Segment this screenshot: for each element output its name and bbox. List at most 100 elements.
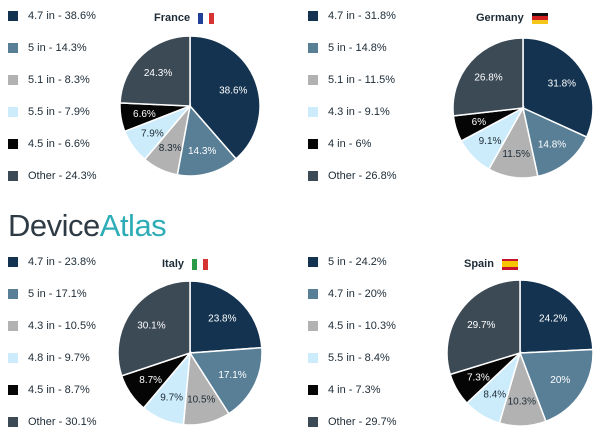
legend-swatch (8, 417, 18, 427)
pie-data-label: 7.9% (141, 128, 164, 139)
chart-title: Italy (162, 256, 208, 272)
legend-label: Other - 30.1% (28, 416, 97, 428)
legend-label: Other - 29.7% (328, 416, 397, 428)
pie-slice-4-7-in (522, 37, 594, 138)
legend-label: 4.3 in - 10.5% (28, 320, 96, 332)
italy-flag-icon (192, 258, 208, 270)
chart-title: Germany (476, 10, 548, 26)
legend-item-other: Other - 29.7% (308, 414, 418, 430)
legend-item-other: Other - 30.1% (8, 414, 118, 430)
germany-flag-icon (531, 12, 548, 24)
chart-title-text: France (154, 12, 191, 24)
chart-title: Spain (464, 256, 518, 272)
legend-swatch (308, 417, 318, 427)
pie-data-label: 9.1% (479, 136, 502, 147)
legend-item-4-5-in: 4.5 in - 8.7% (8, 382, 118, 398)
legend-label: 4 in - 7.3% (328, 384, 381, 396)
pie-slice-5-in (188, 346, 263, 415)
legend-swatch (8, 171, 18, 181)
legend-item-4-7-in: 4.7 in - 31.8% (308, 8, 418, 24)
pie-chart: 24.2% 20% 10.3%8.4% 7.3% 29.7% (446, 279, 594, 427)
pie-data-label: 6.6% (133, 109, 156, 120)
chart-panel-germany: 4.7 in - 31.8% 5 in - 14.8% 5.1 in - 11.5%… (300, 0, 600, 200)
chart-panel-italy: 4.7 in - 23.8% 5 in - 17.1% 4.3 in - 10.5%… (0, 246, 300, 446)
legend-swatch (308, 139, 318, 149)
pie-data-label: 7.3% (467, 373, 490, 384)
pie-slice-other (117, 280, 191, 377)
legend-swatch (8, 353, 18, 363)
pie-data-label: 8.3% (159, 143, 182, 154)
legend-swatch (308, 353, 318, 363)
legend-label: 5 in - 14.3% (28, 42, 87, 54)
legend-label: 4.5 in - 10.3% (328, 320, 396, 332)
legend-label: 4.5 in - 8.7% (28, 384, 90, 396)
legend-item-4-7-in: 4.7 in - 38.6% (8, 8, 118, 24)
pie-slice-4-7-in (189, 35, 261, 160)
legend-swatch (308, 75, 318, 85)
legend-swatch (8, 139, 18, 149)
pie-data-label: 10.5% (187, 395, 215, 406)
pie-data-label: 6% (472, 117, 487, 128)
legend-swatch (8, 257, 18, 267)
pie-data-label: 11.5% (502, 149, 530, 160)
pie-slice-other (119, 35, 191, 107)
pie-slice-other (446, 279, 521, 376)
legend-item-5-in: 5 in - 14.8% (308, 40, 418, 56)
pie-chart: 23.8% 17.1% 10.5% 9.7% 8.7% 30.1% (117, 280, 263, 426)
pie-data-label: 14.8% (538, 139, 566, 150)
chart-title-text: Germany (476, 12, 524, 24)
legend-item-5-1-in: 5.1 in - 11.5% (308, 72, 418, 88)
legend-label: 4.7 in - 23.8% (28, 256, 96, 268)
legend-item-4-3-in: 4.3 in - 9.1% (308, 104, 418, 120)
pie-slice-other (452, 37, 524, 117)
legend-swatch (8, 75, 18, 85)
legend-label: 4 in - 6% (328, 138, 372, 150)
chart-panel-spain: 5 in - 24.2% 4.7 in - 20% 4.5 in - 10.3% 5.… (300, 246, 600, 446)
pie-data-label: 8.7% (139, 375, 162, 386)
pie-data-label: 14.3% (188, 146, 216, 157)
legend-swatch (8, 11, 18, 21)
legend-label: 4.5 in - 6.6% (28, 138, 90, 150)
legend-swatch (308, 257, 318, 267)
pie-slice-4-7-in (518, 348, 594, 423)
legend-swatch (308, 289, 318, 299)
pie-chart: 31.8% 14.8% 11.5%9.1% 6% 26.8% (452, 37, 594, 179)
legend-swatch (308, 43, 318, 53)
pie-data-label: 10.3% (508, 397, 536, 408)
pie-data-label: 24.3% (144, 68, 172, 79)
legend-label: 4.7 in - 38.6% (28, 10, 96, 22)
pie-slice-5-in (176, 104, 238, 177)
pie-data-label: 23.8% (208, 314, 236, 325)
devicealtas-logo: Device Atlas (8, 208, 167, 244)
spain-flag-icon (501, 258, 518, 270)
legend-label: 5 in - 24.2% (328, 256, 387, 268)
legend-item-4-8-in: 4.8 in - 9.7% (8, 350, 118, 366)
pie-data-label: 24.2% (539, 314, 567, 325)
chart-title-text: Italy (162, 258, 185, 270)
france-flag-icon (198, 12, 215, 24)
logo-word-atlas: Atlas (99, 208, 167, 243)
legend-item-other: Other - 26.8% (308, 168, 418, 184)
legend-swatch (308, 171, 318, 181)
legend-label: 5.5 in - 7.9% (28, 106, 90, 118)
legend-item-5-in: 5 in - 14.3% (8, 40, 118, 56)
pie-data-label: 26.8% (474, 73, 502, 84)
pie-slice-5-in (521, 106, 588, 178)
legend-item-4-in: 4 in - 6% (308, 136, 418, 152)
legend-label: Other - 24.3% (28, 170, 97, 182)
legend-label: Other - 26.8% (328, 170, 397, 182)
pie-slice-5-in (519, 279, 594, 354)
pie-slice-4-7-in (189, 280, 263, 354)
legend-item-4-7-in: 4.7 in - 20% (308, 286, 418, 302)
chart-title: France (154, 10, 215, 26)
legend-label: 4.3 in - 9.1% (328, 106, 390, 118)
pie-chart: 38.6% 14.3% 8.3% 7.9% 6.6% 24.3% (119, 35, 261, 177)
pie-data-label: 17.1% (218, 370, 246, 381)
pie-data-label: 20% (550, 375, 570, 386)
legend-item-4-in: 4 in - 7.3% (308, 382, 418, 398)
legend-swatch (308, 11, 318, 21)
legend-label: 4.8 in - 9.7% (28, 352, 90, 364)
legend-item-other: Other - 24.3% (8, 168, 118, 184)
legend-label: 5.1 in - 11.5% (328, 74, 396, 86)
legend-swatch (308, 385, 318, 395)
